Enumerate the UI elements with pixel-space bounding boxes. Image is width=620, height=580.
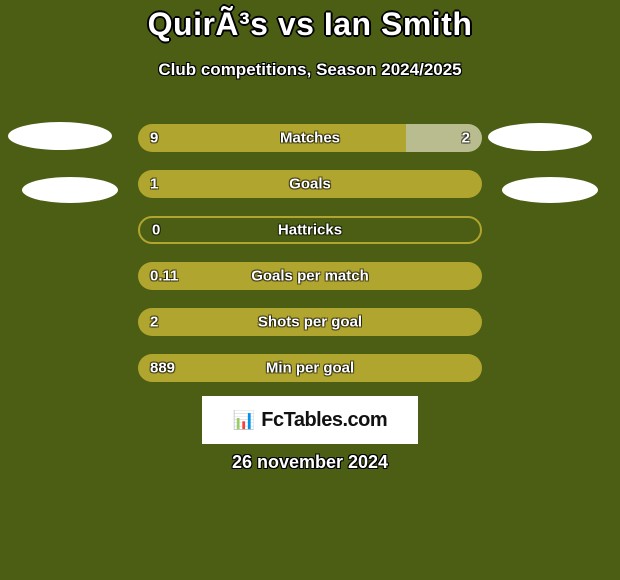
stat-value-left: 2 <box>150 314 158 331</box>
stat-row: Matches9 2 <box>138 124 482 152</box>
stat-row: Goals per match0.11 <box>138 262 482 290</box>
stat-label: Min per goal <box>138 360 482 377</box>
stat-value-left: 0 <box>152 222 160 239</box>
stat-bars: Matches9 2 Goals1 Hattricks0 Goals per match… <box>138 124 482 400</box>
stat-label: Shots per goal <box>138 314 482 331</box>
stat-row: Hattricks0 <box>138 216 482 244</box>
left-player-ellipse <box>8 122 112 150</box>
stat-label: Matches <box>138 130 482 147</box>
fctables-logo-text: FcTables.com <box>261 409 387 432</box>
card-subtitle: Club competitions, Season 2024/2025 <box>0 60 620 80</box>
comparison-card: QuirÃ³s vs Ian Smith Club competitions, … <box>0 0 620 580</box>
stat-value-left: 1 <box>150 176 158 193</box>
stat-value-left: 9 <box>150 130 158 147</box>
card-date: 26 november 2024 <box>0 452 620 473</box>
fctables-logo: 📊 FcTables.com <box>202 396 418 444</box>
left-player-ellipse <box>22 177 118 203</box>
stat-row: Shots per goal2 <box>138 308 482 336</box>
right-player-ellipse <box>488 123 592 151</box>
stat-label: Goals per match <box>138 268 482 285</box>
stat-value-left: 889 <box>150 360 175 377</box>
stat-value-left: 0.11 <box>150 268 178 285</box>
fctables-logo-icon: 📊 <box>233 410 255 431</box>
card-title: QuirÃ³s vs Ian Smith <box>0 6 620 43</box>
stat-label: Hattricks <box>140 222 480 239</box>
stat-label: Goals <box>138 176 482 193</box>
stat-row: Goals1 <box>138 170 482 198</box>
stat-row: Min per goal889 <box>138 354 482 382</box>
stat-value-right: 2 <box>462 130 470 147</box>
right-player-ellipse <box>502 177 598 203</box>
